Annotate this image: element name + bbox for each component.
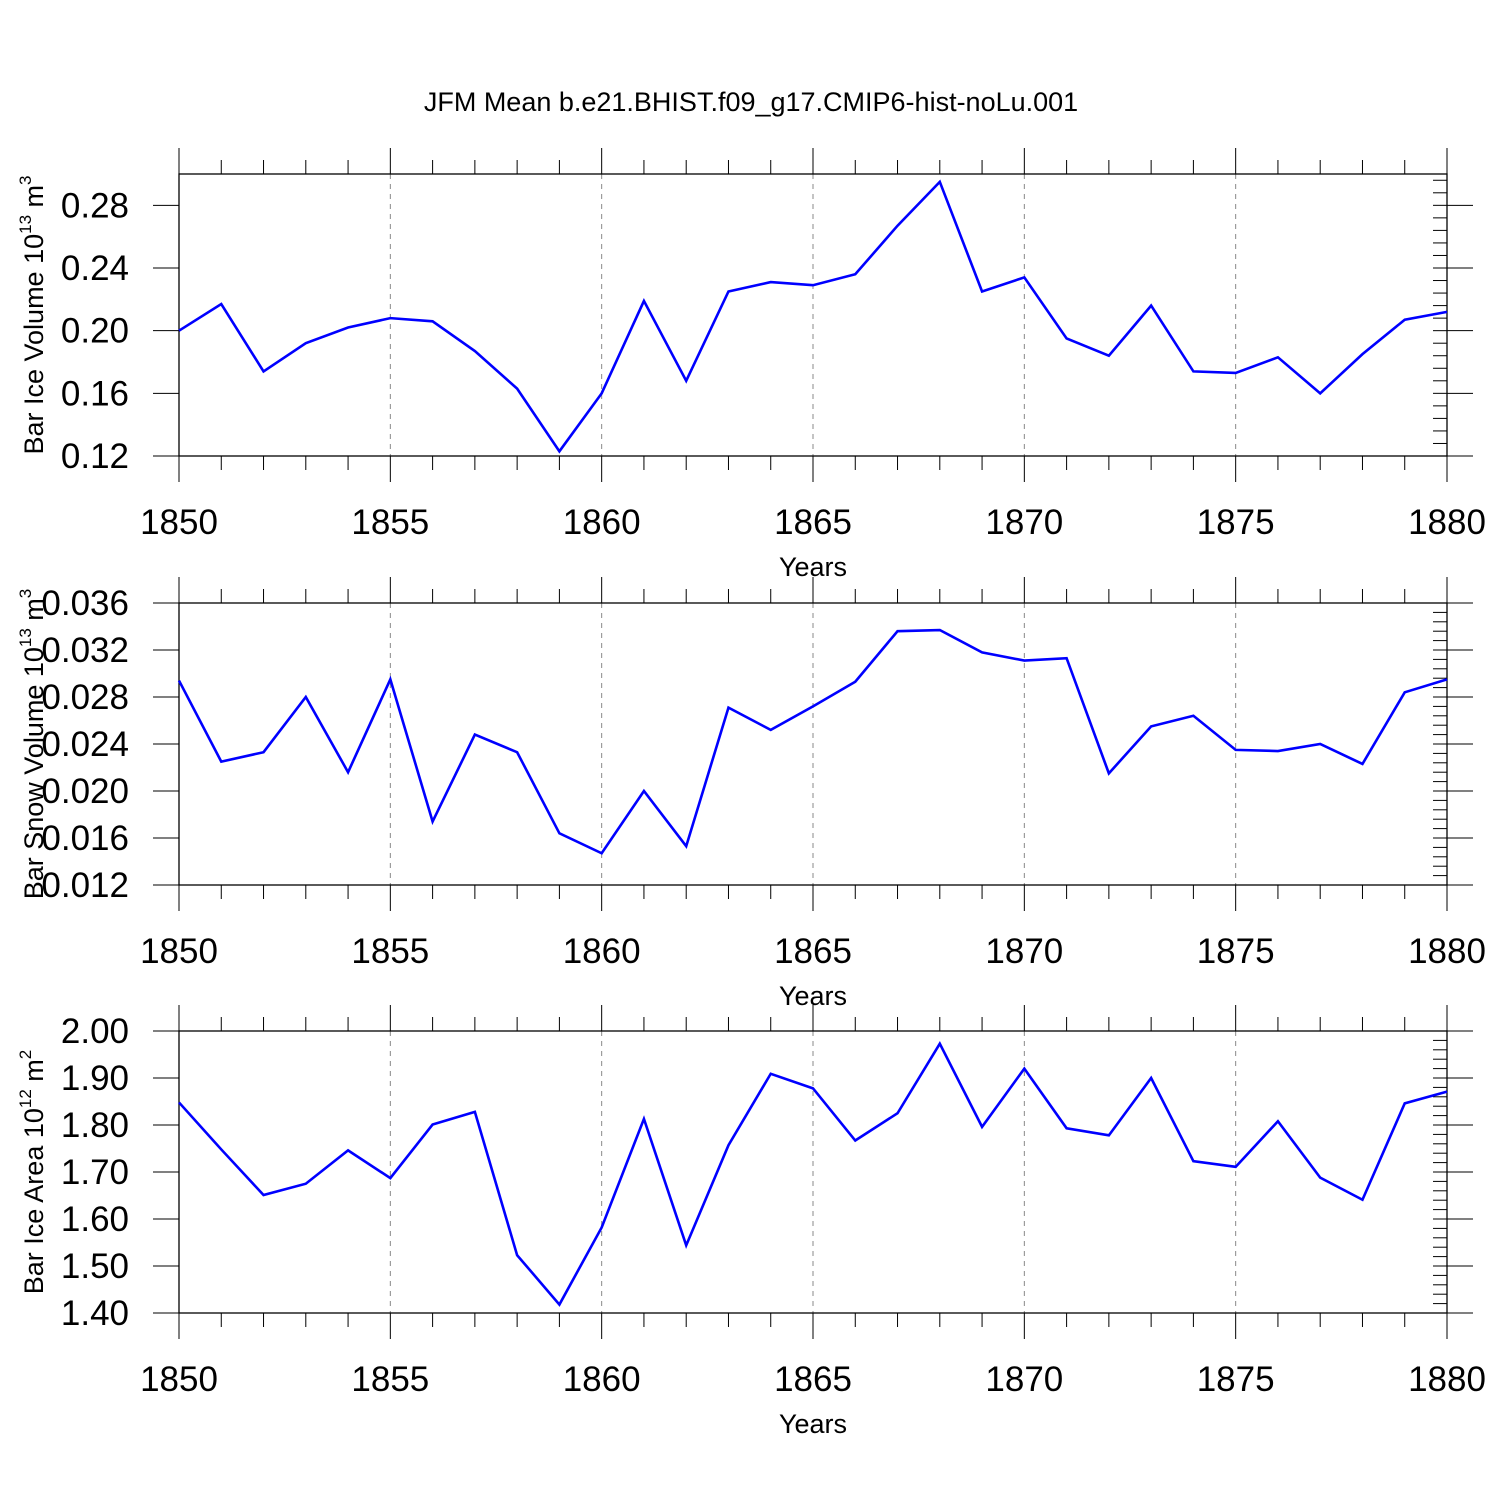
y-tick-label: 0.016 <box>41 819 129 858</box>
x-tick-label: 1865 <box>774 503 852 542</box>
y-axis-title-part: Bar Ice Area 10 <box>19 1108 49 1294</box>
y-tick-label: 1.60 <box>61 1200 129 1239</box>
y-axis-title-part: 3 <box>16 589 35 598</box>
y-tick-label: 2.00 <box>61 1012 129 1051</box>
y-tick-label: 0.024 <box>41 725 129 764</box>
y-axis-title-part: 3 <box>16 175 35 184</box>
x-tick-label: 1880 <box>1408 1360 1486 1399</box>
y-axis-title-part: 13 <box>16 215 35 234</box>
y-tick-label: 0.036 <box>41 584 129 623</box>
y-tick-label: 1.70 <box>61 1153 129 1192</box>
x-axis-title: Years <box>779 1409 847 1439</box>
y-tick-label: 0.20 <box>61 312 129 351</box>
y-tick-label: 0.28 <box>61 186 129 225</box>
x-tick-label: 1860 <box>563 503 641 542</box>
x-tick-label: 1850 <box>140 1360 218 1399</box>
y-axis-title: Bar Snow Volume 1013 m3 <box>16 589 49 900</box>
y-tick-label: 0.12 <box>61 437 129 476</box>
x-tick-label: 1880 <box>1408 932 1486 971</box>
x-tick-label: 1855 <box>351 503 429 542</box>
y-axis-title: Bar Ice Volume 1013 m3 <box>16 175 49 454</box>
figure-title: JFM Mean b.e21.BHIST.f09_g17.CMIP6-hist-… <box>424 87 1078 117</box>
y-tick-label: 1.80 <box>61 1106 129 1145</box>
y-tick-label: 0.012 <box>41 866 129 905</box>
y-axis-title-part: Bar Ice Volume 10 <box>19 234 49 455</box>
x-tick-label: 1855 <box>351 932 429 971</box>
x-tick-label: 1875 <box>1197 1360 1275 1399</box>
x-tick-label: 1860 <box>563 932 641 971</box>
y-axis-title-part: Bar Snow Volume 10 <box>19 647 49 899</box>
x-tick-label: 1875 <box>1197 503 1275 542</box>
x-tick-label: 1850 <box>140 503 218 542</box>
x-tick-label: 1870 <box>985 503 1063 542</box>
x-tick-label: 1855 <box>351 1360 429 1399</box>
y-axis-title-part: m <box>19 598 49 628</box>
y-axis-title-part: m <box>19 185 49 215</box>
y-axis-title-part: 2 <box>16 1050 35 1059</box>
y-axis-title: Bar Ice Area 1012 m2 <box>16 1050 49 1295</box>
y-axis-title-part: m <box>19 1059 49 1089</box>
x-tick-label: 1880 <box>1408 503 1486 542</box>
y-tick-label: 0.24 <box>61 249 129 288</box>
y-axis-title-part: 12 <box>16 1089 35 1108</box>
x-tick-label: 1850 <box>140 932 218 971</box>
chart-panel-2: 0.012 0.016 0.020 0.024 0.028 0.032 0.036 1850 1… <box>16 577 1486 1011</box>
y-tick-label: 1.90 <box>61 1059 129 1098</box>
chart-panel-3: 1.40 1.50 1.60 1.70 1.80 1.90 2.00 1850 1855 1860… <box>16 1005 1486 1439</box>
y-axis-title-part: 13 <box>16 628 35 647</box>
x-tick-label: 1875 <box>1197 932 1275 971</box>
x-tick-label: 1860 <box>563 1360 641 1399</box>
x-tick-label: 1865 <box>774 932 852 971</box>
y-tick-label: 1.50 <box>61 1247 129 1286</box>
y-tick-label: 0.020 <box>41 772 129 811</box>
x-tick-label: 1865 <box>774 1360 852 1399</box>
chart-panel-1: 0.12 0.16 0.20 0.24 0.28 1850 1855 1860 1865 1870… <box>16 148 1486 582</box>
y-tick-label: 0.028 <box>41 678 129 717</box>
y-tick-label: 0.16 <box>61 374 129 413</box>
x-tick-label: 1870 <box>985 932 1063 971</box>
y-tick-label: 0.032 <box>41 631 129 670</box>
x-tick-label: 1870 <box>985 1360 1063 1399</box>
y-tick-label: 1.40 <box>61 1294 129 1333</box>
